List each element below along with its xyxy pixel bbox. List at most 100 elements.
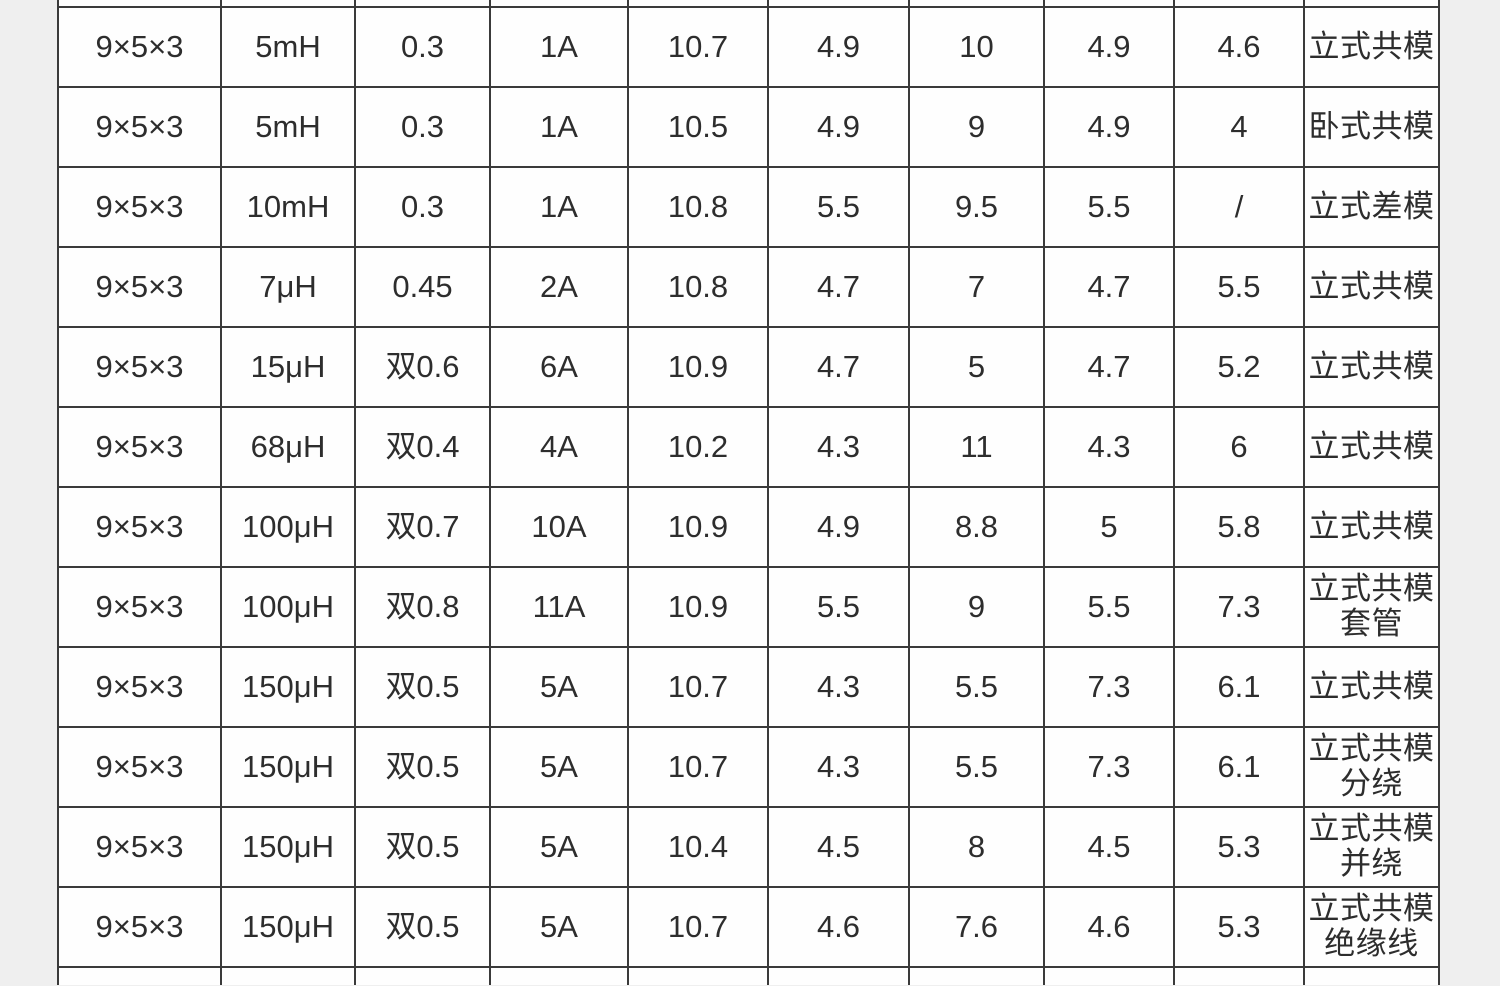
table-row: 9×5×3 68μH 双0.4 4A 10.2 4.3 11 4.3 6 立式共模 (57, 406, 1440, 488)
table-cell-type: 立式共模 分绕 (1303, 726, 1440, 808)
table-cell: 4.5 (1043, 806, 1175, 888)
table-cell: 10.2 (627, 406, 769, 488)
table-cell: 7 (908, 246, 1045, 328)
table-row: 9×5×3 7μH 0.45 2A 10.8 4.7 7 4.7 5.5 立式共模 (57, 246, 1440, 328)
table-cell: 5mH (220, 6, 356, 88)
table-cell: 0.3 (354, 86, 491, 168)
table-cell: 7.3 (1043, 646, 1175, 728)
inductor-spec-table: 9×5×3 5mH 0.3 1A 10.7 4.9 10 4.9 4.6 立式共模 9×5×3 5mH… (57, 0, 1440, 985)
table-cell: 4A (489, 406, 629, 488)
table-cell: 15μH (220, 326, 356, 408)
table-cell: 5A (489, 806, 629, 888)
table-cell: 5.5 (767, 166, 910, 248)
table-cell: 0.3 (354, 166, 491, 248)
table-cell: 10.9 (627, 486, 769, 568)
table-cell: 10.9 (627, 566, 769, 648)
table-cell: 4.3 (1043, 406, 1175, 488)
table-cell: 4.6 (1043, 886, 1175, 968)
table-cell: 5.5 (1173, 246, 1305, 328)
table-cell: 5A (489, 886, 629, 968)
table-row: 9×5×3 15μH 双0.6 6A 10.9 4.7 5 4.7 5.2 立式共模 (57, 326, 1440, 408)
table-cell-type: 立式共模 并绕 (1303, 806, 1440, 888)
table-row: 9×5×3 100μH 双0.8 11A 10.9 5.5 9 5.5 7.3 立式共模 套管 (57, 566, 1440, 648)
table-cell: 9×5×3 (57, 486, 222, 568)
table-cell: 150μH (220, 806, 356, 888)
table-cell: 4.6 (767, 886, 910, 968)
table-cell: 4.3 (767, 726, 910, 808)
table-cell-type: 立式共模 (1303, 326, 1440, 408)
table-cell: 150μH (220, 886, 356, 968)
spec-table-body: 9×5×3 5mH 0.3 1A 10.7 4.9 10 4.9 4.6 立式共模 9×5×3 5mH… (57, 0, 1440, 985)
clipped-cell (1173, 0, 1305, 8)
table-cell: 10.7 (627, 6, 769, 88)
table-cell: 9 (908, 566, 1045, 648)
table-cell: 5.2 (1173, 326, 1305, 408)
clipped-cell (489, 0, 629, 8)
table-cell: 9.5 (908, 166, 1045, 248)
table-cell-type: 立式共模 (1303, 406, 1440, 488)
table-row: 9×5×3 150μH 双0.5 5A 10.7 4.3 5.5 7.3 6.1 立式共模 分绕 (57, 726, 1440, 808)
table-cell: 150μH (220, 646, 356, 728)
table-cell: 4.7 (1043, 246, 1175, 328)
table-cell: 4.5 (767, 806, 910, 888)
table-cell: 5.5 (1043, 166, 1175, 248)
clipped-cell (1043, 966, 1175, 985)
table-cell: 0.3 (354, 6, 491, 88)
clipped-cell (354, 0, 491, 8)
table-cell: 5.5 (767, 566, 910, 648)
table-cell: 10 (908, 6, 1045, 88)
table-cell: 4.7 (767, 246, 910, 328)
table-cell: 7.3 (1043, 726, 1175, 808)
table-row: 9×5×3 150μH 双0.5 5A 10.7 4.3 5.5 7.3 6.1 立式共模 (57, 646, 1440, 728)
table-cell: 4.9 (1043, 6, 1175, 88)
clipped-cell (767, 0, 910, 8)
clipped-cell (220, 0, 356, 8)
table-cell-type: 立式差模 (1303, 166, 1440, 248)
table-cell: 5.5 (908, 726, 1045, 808)
spec-table-wrap: 9×5×3 5mH 0.3 1A 10.7 4.9 10 4.9 4.6 立式共模 9×5×3 5mH… (57, 0, 1440, 986)
table-cell-type: 立式共模 绝缘线 (1303, 886, 1440, 968)
clipped-cell (57, 0, 222, 8)
table-cell: 6.1 (1173, 726, 1305, 808)
table-cell: 5A (489, 726, 629, 808)
table-cell-type: 立式共模 (1303, 6, 1440, 88)
clipped-cell (908, 0, 1045, 8)
table-cell: 双0.5 (354, 726, 491, 808)
clipped-cell (627, 0, 769, 8)
table-row: 9×5×3 150μH 双0.5 5A 10.7 4.6 7.6 4.6 5.3 立式共模 绝缘线 (57, 886, 1440, 968)
table-cell: 4.3 (767, 406, 910, 488)
table-cell: 9×5×3 (57, 406, 222, 488)
table-cell: 10.9 (627, 326, 769, 408)
table-cell: 双0.5 (354, 886, 491, 968)
table-cell: 5.5 (908, 646, 1045, 728)
table-cell: 10.8 (627, 246, 769, 328)
table-cell: 8 (908, 806, 1045, 888)
table-cell: 5.8 (1173, 486, 1305, 568)
table-row: 9×5×3 100μH 双0.7 10A 10.9 4.9 8.8 5 5.8 立式共模 (57, 486, 1440, 568)
table-cell: 9×5×3 (57, 566, 222, 648)
table-cell: 10.8 (627, 166, 769, 248)
table-cell: 2A (489, 246, 629, 328)
table-cell: 双0.5 (354, 806, 491, 888)
clipped-cell (767, 966, 910, 985)
table-cell: / (1173, 166, 1305, 248)
table-row: 9×5×3 10mH 0.3 1A 10.8 5.5 9.5 5.5/立式差模 (57, 166, 1440, 248)
table-cell: 6A (489, 326, 629, 408)
table-cell: 9×5×3 (57, 326, 222, 408)
table-cell: 4.9 (767, 486, 910, 568)
clipped-cell (1303, 0, 1440, 8)
table-cell: 100μH (220, 566, 356, 648)
clipped-cell (1173, 966, 1305, 985)
table-row: 9×5×3 5mH 0.3 1A 10.5 4.9 9 4.9 4 卧式共模 (57, 86, 1440, 168)
table-cell: 4.6 (1173, 6, 1305, 88)
clipped-cell (57, 966, 222, 985)
table-cell: 4.9 (1043, 86, 1175, 168)
clipped-row-top (57, 0, 1440, 8)
table-cell: 双0.6 (354, 326, 491, 408)
table-cell-type: 立式共模 (1303, 646, 1440, 728)
table-cell: 10.7 (627, 886, 769, 968)
table-cell: 5.5 (1043, 566, 1175, 648)
table-cell: 9×5×3 (57, 86, 222, 168)
table-cell: 10.5 (627, 86, 769, 168)
table-cell: 双0.5 (354, 646, 491, 728)
